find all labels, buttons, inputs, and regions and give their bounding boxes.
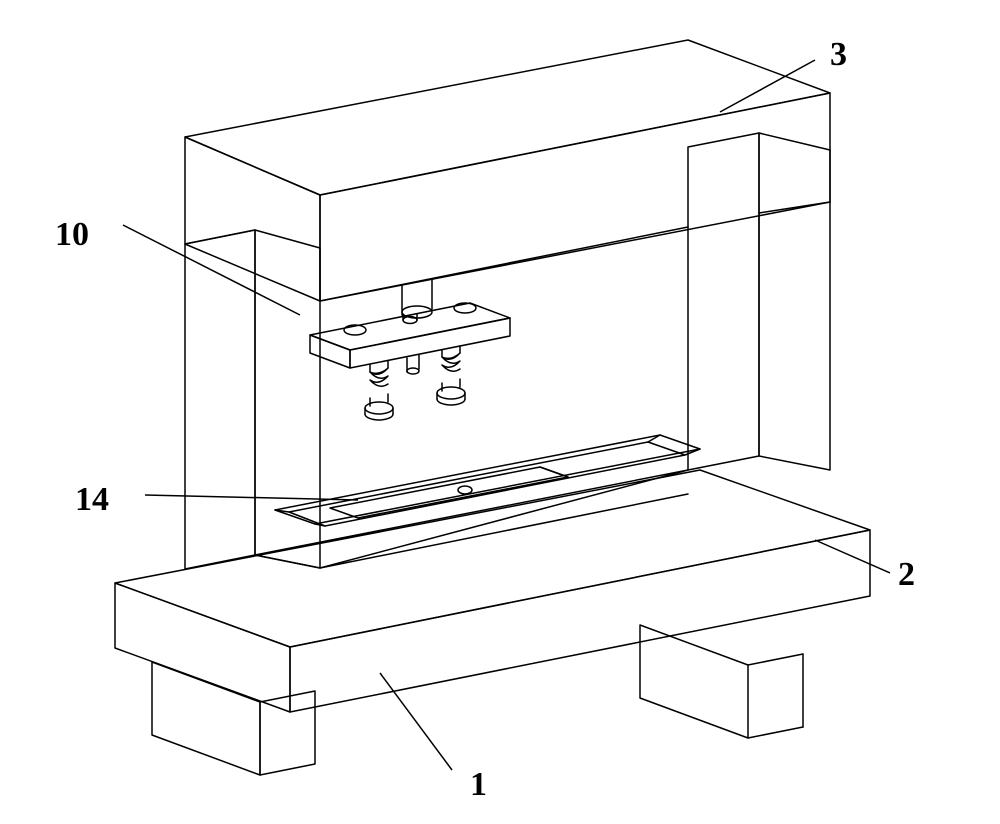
leader-2 — [815, 540, 890, 573]
spring-right — [437, 346, 465, 405]
left-upright-front — [185, 230, 255, 569]
callout-labels: 1 2 3 10 14 — [55, 36, 915, 803]
top-beam-right — [320, 93, 830, 301]
label-14: 14 — [75, 481, 109, 518]
label-2: 2 — [898, 556, 915, 593]
right-upright-right — [759, 133, 830, 470]
top-beam-front — [185, 137, 320, 301]
label-1: 1 — [470, 766, 487, 803]
machine-outline — [115, 40, 870, 775]
press-assembly — [310, 279, 510, 420]
left-upright-inner — [255, 230, 320, 568]
spring-left — [365, 361, 393, 420]
leader-lines — [123, 60, 890, 770]
leader-3 — [720, 60, 815, 112]
press-plate-top — [310, 303, 510, 350]
technical-drawing: 1 2 3 10 14 — [0, 0, 1000, 824]
label-10: 10 — [55, 216, 89, 253]
left-foot-front — [152, 662, 260, 775]
leader-14 — [145, 495, 358, 500]
base-front-face — [115, 583, 290, 712]
label-3: 3 — [830, 36, 847, 73]
top-beam-top — [185, 40, 830, 195]
right-foot-front — [640, 625, 748, 738]
right-upright-front — [688, 133, 759, 470]
